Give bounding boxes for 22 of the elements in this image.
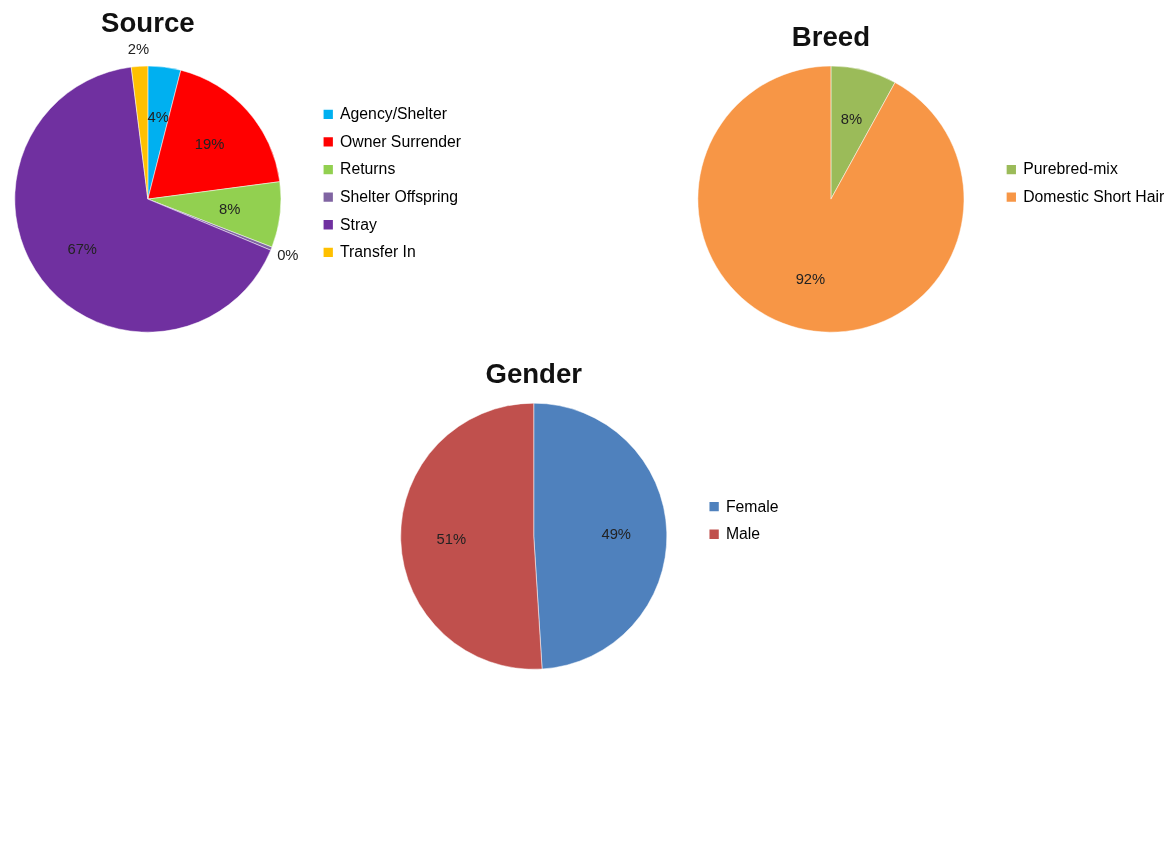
legend-label: Female — [725, 497, 779, 515]
data-label: 92% — [795, 270, 826, 287]
legend-label: Shelter Offspring — [340, 188, 459, 206]
legend-label: Owner Surrender — [340, 132, 461, 150]
data-label: 0% — [277, 247, 299, 264]
data-label: 8% — [840, 111, 863, 128]
data-label: 67% — [67, 241, 97, 258]
data-label: 8% — [219, 200, 241, 217]
legend-label: Domestic Short Hair — [1023, 188, 1165, 206]
chart-title: Source — [101, 6, 195, 38]
chart-title: Gender — [485, 358, 583, 390]
legend-label: Stray — [340, 215, 377, 233]
legend-label: Purebred-mix — [1023, 160, 1118, 178]
legend-label: Male — [725, 525, 761, 543]
data-label: 19% — [194, 136, 225, 153]
legend-label: Agency/Shelter — [340, 105, 447, 123]
data-label: 51% — [436, 530, 467, 547]
legend-label: Transfer In — [340, 243, 416, 261]
data-label: 2% — [127, 40, 150, 57]
chart-title: Breed — [791, 21, 871, 53]
legend-label: Returns — [340, 160, 396, 178]
data-label: 49% — [601, 525, 631, 542]
